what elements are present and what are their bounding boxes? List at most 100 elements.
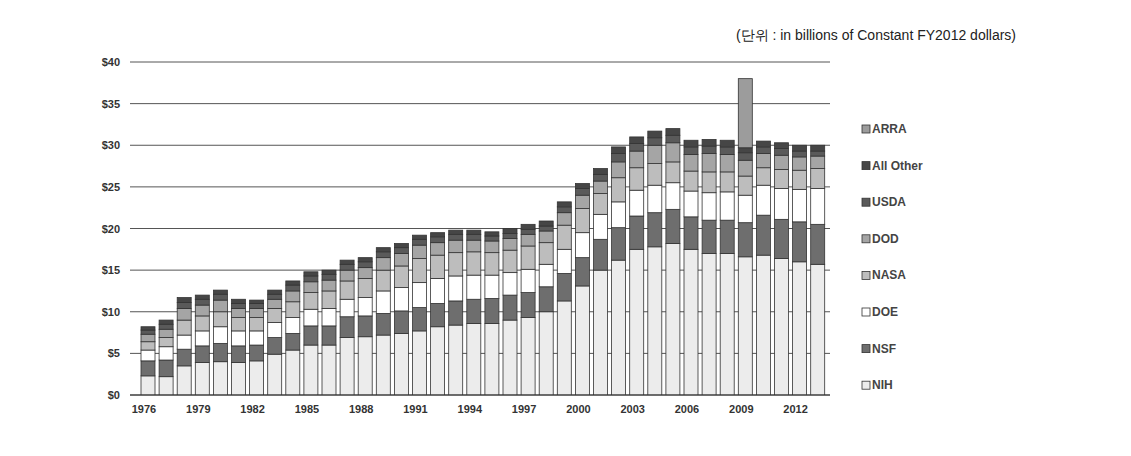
x-tick-label: 2006	[675, 403, 699, 415]
bar-segment	[756, 154, 770, 168]
bar-segment	[684, 140, 698, 147]
bar-segment	[557, 207, 571, 213]
x-tick-label: 1994	[458, 403, 483, 415]
bar-segment	[521, 224, 535, 229]
bar-segment	[539, 221, 553, 226]
bar-segment	[376, 248, 390, 252]
bar-segment	[268, 323, 282, 338]
legend-label: USDA	[872, 195, 906, 209]
bar-segment	[575, 184, 589, 189]
bars	[141, 79, 825, 395]
legend-label: NSF	[872, 342, 896, 356]
legend-swatch	[862, 271, 870, 279]
bar-segment	[503, 238, 517, 250]
bar-segment	[630, 151, 644, 168]
bar-segment	[503, 295, 517, 320]
bar-segment	[666, 135, 680, 142]
bar-segment	[159, 320, 173, 324]
bar-segment	[557, 249, 571, 273]
bar-segment	[811, 151, 825, 156]
bar-segment	[304, 293, 318, 310]
bar-segment	[358, 268, 372, 279]
bar-segment	[756, 147, 770, 154]
bar-segment	[684, 147, 698, 154]
bar-segment	[575, 233, 589, 258]
bar-segment	[304, 345, 318, 395]
bar-segment	[195, 346, 209, 363]
bar-segment	[738, 148, 752, 153]
bar-segment	[431, 278, 445, 303]
bar-segment	[720, 147, 734, 154]
bar-segment	[521, 234, 535, 246]
bar-segment	[159, 338, 173, 347]
bar-segment	[340, 270, 354, 281]
bar-segment	[268, 354, 282, 395]
bar-segment	[376, 313, 390, 335]
bar-segment	[213, 300, 227, 312]
legend-swatch	[862, 381, 870, 389]
y-tick-label: $0	[108, 389, 120, 401]
bar-segment	[775, 169, 789, 188]
bar-segment	[720, 192, 734, 220]
bar-segment	[557, 301, 571, 395]
bar-segment	[340, 338, 354, 395]
bar-segment	[738, 257, 752, 395]
bar-segment	[431, 327, 445, 395]
bar-segment	[612, 154, 626, 162]
bar-segment	[413, 245, 427, 258]
bar-segment	[684, 249, 698, 395]
bar-segment	[250, 300, 264, 303]
legend-swatch	[862, 125, 870, 133]
bar-segment	[612, 260, 626, 395]
bar-segment	[431, 255, 445, 278]
bar-segment	[648, 247, 662, 395]
bar-segment	[539, 264, 553, 286]
y-tick-label: $15	[102, 264, 120, 276]
y-tick-label: $30	[102, 139, 120, 151]
bar-segment	[594, 194, 608, 215]
bar-segment	[322, 345, 336, 395]
bar-segment	[141, 334, 155, 341]
bar-segment	[594, 181, 608, 193]
x-tick-label: 2003	[620, 403, 644, 415]
x-tick-label: 1997	[512, 403, 536, 415]
bar-segment	[539, 243, 553, 265]
bar-segment	[413, 235, 427, 239]
bar-segment	[449, 276, 463, 301]
x-axis	[130, 395, 830, 396]
legend-swatch	[862, 345, 870, 353]
bar-segment	[322, 274, 336, 280]
bar-segment	[286, 291, 300, 302]
bar-segment	[467, 299, 481, 323]
bar-segment	[557, 225, 571, 249]
bar-segment	[684, 191, 698, 217]
bar-segment	[232, 318, 246, 331]
bar-segment	[720, 253, 734, 395]
bar-segment	[775, 219, 789, 258]
bar-segment	[720, 140, 734, 147]
bar-segment	[177, 308, 191, 320]
bar-segment	[630, 144, 644, 151]
bar-segment	[268, 308, 282, 322]
bar-segment	[340, 260, 354, 264]
bar-segment	[503, 273, 517, 295]
bar-segment	[738, 153, 752, 160]
bar-segment	[232, 346, 246, 363]
bar-segment	[702, 139, 716, 146]
bar-segment	[376, 258, 390, 270]
bar-segment	[358, 337, 372, 395]
bar-segment	[286, 350, 300, 395]
bar-segment	[322, 280, 336, 291]
grid-line	[130, 62, 830, 63]
bar-segment	[232, 303, 246, 308]
bar-segment	[250, 318, 264, 331]
bar-segment	[666, 129, 680, 136]
bar-segment	[775, 189, 789, 220]
bar-segment	[630, 249, 644, 395]
bar-segment	[467, 240, 481, 252]
subtitle: (단위 : in billions of Constant FY2012 dol…	[736, 27, 1016, 43]
bar-segment	[286, 285, 300, 291]
bar-segment	[594, 270, 608, 395]
bar-segment	[449, 230, 463, 234]
legend-swatch	[862, 308, 870, 316]
